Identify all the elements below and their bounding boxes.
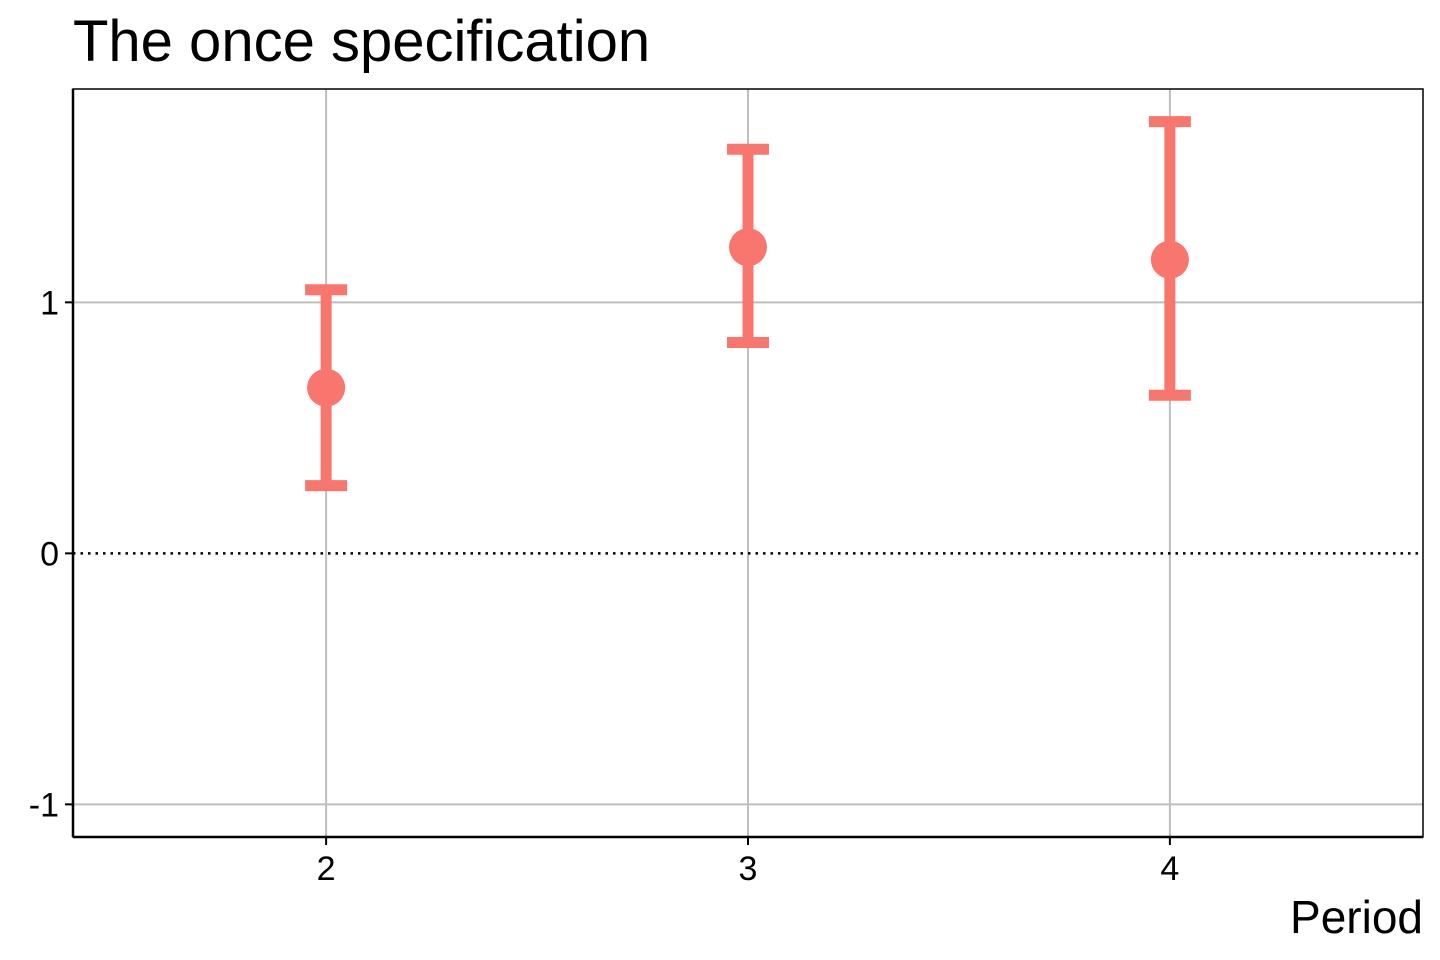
axes <box>65 88 1424 845</box>
y-tick-label: 1 <box>40 284 59 322</box>
data-point <box>729 228 767 267</box>
y-tick-label: 0 <box>40 535 59 573</box>
data-marks <box>305 116 1191 492</box>
x-tick-label: 2 <box>317 850 336 888</box>
data-point <box>1150 240 1189 279</box>
x-axis-title: Period <box>1290 891 1423 943</box>
data-point <box>307 368 346 407</box>
x-tick-label: 3 <box>739 850 758 888</box>
x-tick-label: 4 <box>1160 850 1179 888</box>
y-tick-label: -1 <box>29 786 59 824</box>
tick-labels: -1 0 1 2 3 4 <box>29 284 1180 888</box>
chart-title: The once specification <box>73 9 650 74</box>
